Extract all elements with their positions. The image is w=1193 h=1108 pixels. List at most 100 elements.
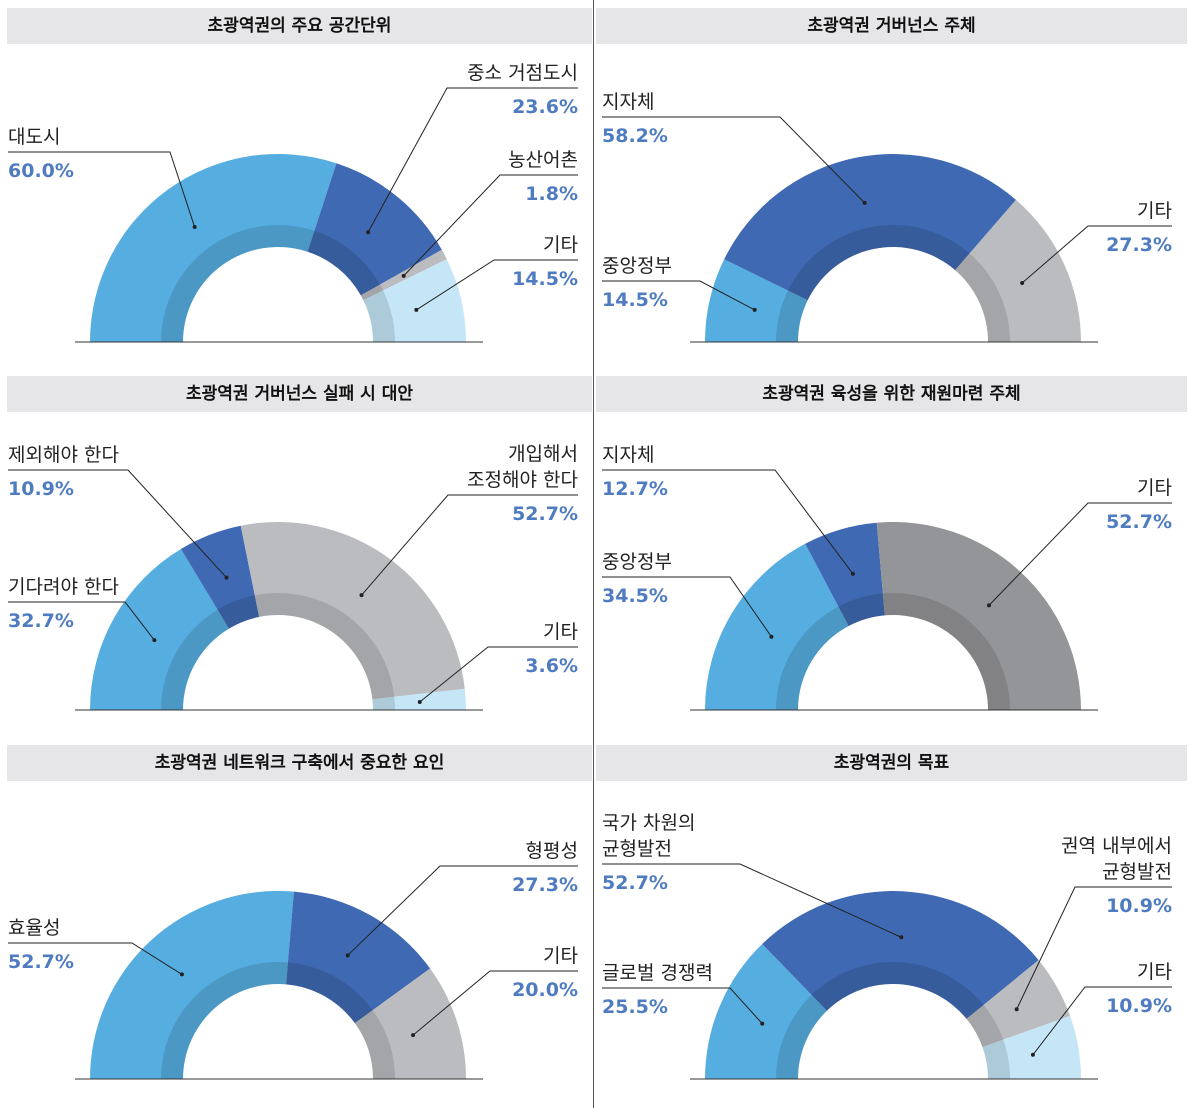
- leader-dot: [986, 603, 991, 608]
- leader-dot: [752, 307, 757, 312]
- segment-label: 권역 내부에서 균형발전: [1061, 835, 1172, 883]
- leader-dot: [414, 307, 419, 312]
- leader-line: [1032, 986, 1172, 1056]
- chart: [602, 863, 1172, 1080]
- leader-dot: [411, 1033, 416, 1038]
- chart-title: 초광역권 거버넌스 실패 시 대안: [7, 376, 592, 412]
- chart-panel: 초광역권 거버넌스 실패 시 대안 기다려야 한다 32.7% 제외해야 한다 10.9…: [0, 368, 593, 736]
- chart: [8, 87, 578, 343]
- segment: [705, 543, 849, 710]
- value-label: 32.7%: [8, 610, 74, 632]
- leader-line: [602, 987, 763, 1024]
- segment-label: 대도시: [8, 126, 61, 148]
- segment: [180, 525, 260, 629]
- segment-label: 기타: [543, 234, 578, 256]
- value-label: 52.7%: [602, 872, 668, 894]
- leader-dot: [179, 972, 184, 977]
- leader-dot: [760, 1021, 765, 1026]
- leader-line: [602, 576, 772, 637]
- chart-title: 초광역권 거버넌스 주체: [596, 8, 1187, 44]
- leader-dot: [366, 230, 371, 235]
- segment-label: 중앙정부: [602, 551, 672, 573]
- leader-line: [602, 116, 865, 204]
- segment: [90, 548, 229, 710]
- leader-line: [403, 174, 578, 277]
- segment: [705, 259, 808, 342]
- leader-line: [412, 970, 578, 1036]
- leader-line: [602, 469, 854, 575]
- segment: [363, 259, 466, 342]
- chart: [602, 116, 1172, 343]
- leader-dot: [417, 699, 422, 704]
- segment: [372, 688, 466, 710]
- chart: [602, 469, 1172, 711]
- leader-line: [1016, 886, 1172, 1010]
- leader-line: [8, 469, 227, 579]
- leader-dot: [899, 935, 904, 940]
- segment-label: 중소 거점도시: [467, 62, 578, 84]
- segment: [307, 163, 442, 296]
- segment-label: 기타: [543, 621, 578, 643]
- chart-panel: 초광역권의 주요 공간단위 대도시 60.0% 중소 거점도시 23.6% 농산어촌 1.8…: [0, 0, 593, 368]
- segment-label: 기타: [1137, 961, 1172, 983]
- leader-line: [8, 601, 155, 641]
- value-label: 27.3%: [512, 874, 578, 896]
- leader-dot: [401, 273, 406, 278]
- segment: [805, 522, 885, 626]
- segment-label: 농산어촌: [508, 149, 578, 171]
- inner-band: [776, 225, 1010, 342]
- divider: [593, 0, 594, 1108]
- leader-dot: [359, 593, 364, 598]
- segment-label: 중앙정부: [602, 255, 672, 277]
- chart: [8, 469, 578, 711]
- value-label: 58.2%: [602, 125, 668, 147]
- chart-panel: 초광역권의 목표 글로벌 경쟁력 25.5% 국가 차원의 균형발전 52.7% 권역 내…: [594, 737, 1187, 1105]
- leader-line: [1021, 225, 1172, 284]
- value-label: 52.7%: [512, 503, 578, 525]
- value-label: 14.5%: [512, 268, 578, 290]
- value-label: 34.5%: [602, 585, 668, 607]
- leader-line: [347, 865, 578, 956]
- leader-dot: [850, 571, 855, 576]
- leader-dot: [192, 225, 197, 230]
- leader-line: [416, 259, 578, 311]
- segment-label: 기타: [1137, 200, 1172, 222]
- segment: [724, 154, 1016, 301]
- segment: [966, 960, 1071, 1048]
- leader-dot: [224, 575, 229, 580]
- value-label: 3.6%: [525, 655, 578, 677]
- segment: [955, 199, 1081, 342]
- inner-band: [776, 962, 1010, 1079]
- value-label: 12.7%: [602, 478, 668, 500]
- segment-label: 지자체: [602, 91, 655, 113]
- leader-dot: [862, 200, 867, 205]
- leader-line: [602, 863, 902, 938]
- segment-label: 개입해서 조정해야 한다: [467, 443, 578, 491]
- leader-line: [602, 280, 755, 311]
- leader-dot: [152, 638, 157, 643]
- chart-panel: 초광역권 육성을 위한 재원마련 주체 중앙정부 34.5% 지자체 12.7% 기타 52…: [594, 368, 1187, 736]
- value-label: 1.8%: [525, 183, 578, 205]
- chart-title: 초광역권 네트워크 구축에서 중요한 요인: [7, 745, 592, 781]
- leader-line: [988, 502, 1172, 606]
- segment: [876, 522, 1081, 710]
- segment-label: 형평성: [525, 840, 578, 862]
- segment: [240, 522, 465, 700]
- value-label: 27.3%: [1106, 234, 1172, 256]
- leader-line: [367, 87, 578, 233]
- leader-line: [361, 494, 578, 596]
- value-label: 10.9%: [1106, 995, 1172, 1017]
- leader-line: [419, 646, 578, 703]
- value-label: 14.5%: [602, 289, 668, 311]
- value-label: 25.5%: [602, 996, 668, 1018]
- inner-band: [161, 962, 395, 1079]
- segment-label: 글로벌 경쟁력: [602, 962, 713, 984]
- value-label: 52.7%: [8, 951, 74, 973]
- leader-dot: [769, 634, 774, 639]
- leader-line: [8, 151, 196, 228]
- segment-label: 국가 차원의 균형발전: [602, 812, 696, 860]
- leader-dot: [1030, 1052, 1035, 1057]
- segment-label: 기타: [1137, 477, 1172, 499]
